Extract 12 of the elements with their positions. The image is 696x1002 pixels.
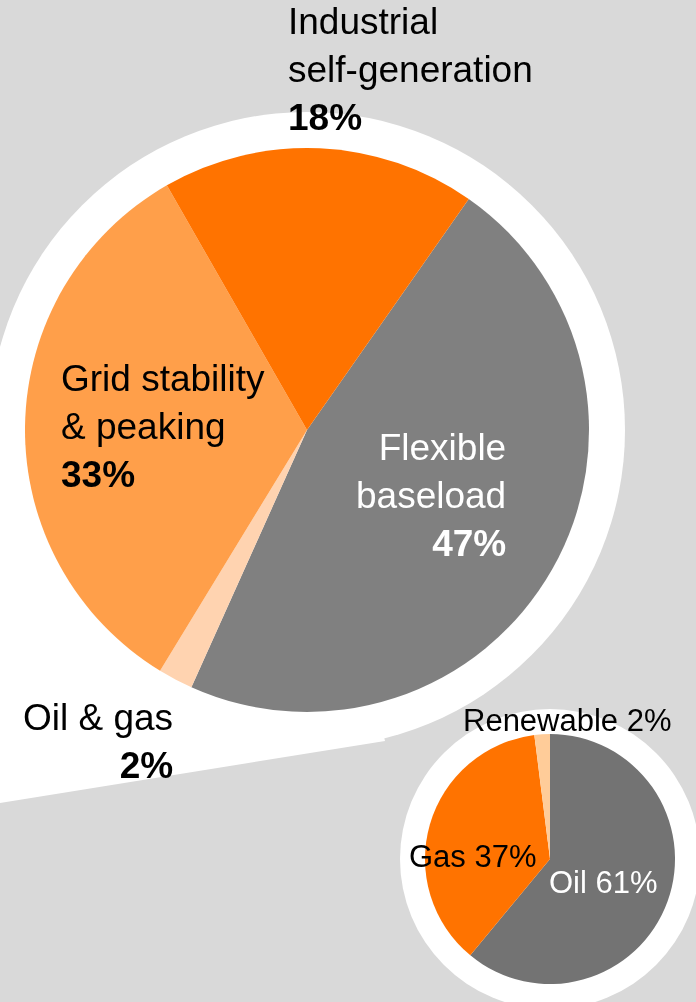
slice-label: Renewable 2% [463, 703, 672, 738]
data-label: 2% [119, 745, 174, 787]
pie-slice [470, 734, 675, 984]
data-label: 18% [288, 97, 363, 139]
slice-label: Industrial self-generation [288, 1, 533, 91]
data-label: 47% [432, 523, 507, 565]
pie-slice [25, 185, 307, 671]
slice-label: Oil & gas [23, 697, 174, 738]
slice-label: Oil 61% [549, 865, 658, 900]
slice-label: Flexible baseload [356, 427, 507, 517]
slice-label: Grid stability & peaking [61, 358, 266, 448]
data-label: 33% [61, 454, 136, 496]
